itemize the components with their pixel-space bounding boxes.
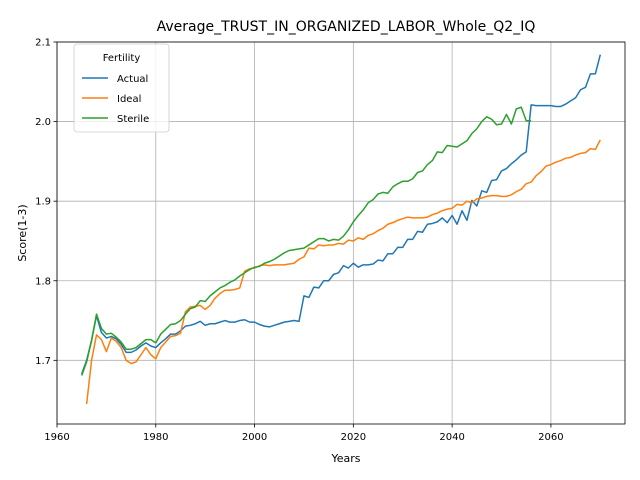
x-tick-label: 2040 <box>439 432 464 443</box>
x-tick-label: 2000 <box>242 432 267 443</box>
y-tick-label: 1.8 <box>35 276 51 287</box>
y-tick-label: 2.0 <box>35 117 51 128</box>
y-tick-label: 1.7 <box>35 356 51 367</box>
x-tick-label: 2020 <box>341 432 366 443</box>
legend-label-ideal: Ideal <box>117 94 141 105</box>
legend-label-sterile: Sterile <box>117 114 149 125</box>
x-tick-label: 1980 <box>143 432 168 443</box>
y-tick-label: 1.9 <box>35 197 51 208</box>
y-axis-label: Score(1-3) <box>16 204 29 261</box>
y-axis: 1.7 1.8 1.9 2.0 2.1 <box>35 38 57 367</box>
series-line-ideal <box>85 139 601 405</box>
y-tick-label: 2.1 <box>35 38 51 49</box>
legend: Fertility Actual Ideal Sterile <box>73 43 170 133</box>
legend-box <box>73 43 170 133</box>
x-axis-label: Years <box>330 452 360 465</box>
x-tick-label: 1960 <box>44 432 69 443</box>
legend-title: Fertility <box>103 53 141 64</box>
legend-label-actual: Actual <box>117 74 148 85</box>
series-line-sterile <box>80 106 532 376</box>
series-line-actual <box>80 54 602 375</box>
x-axis: 1960 1980 2000 2020 2040 2060 <box>44 424 564 443</box>
chart-title: Average_TRUST_IN_ORGANIZED_LABOR_Whole_Q… <box>157 19 536 35</box>
x-tick-label: 2060 <box>538 432 563 443</box>
plot-frame <box>56 41 626 425</box>
series-group <box>80 54 602 405</box>
